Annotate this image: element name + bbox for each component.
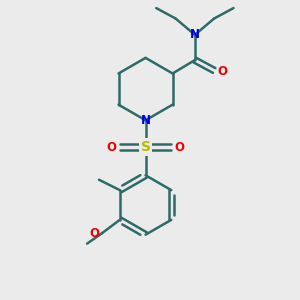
Text: O: O bbox=[106, 140, 116, 154]
Text: O: O bbox=[218, 65, 228, 79]
Text: N: N bbox=[190, 28, 200, 41]
Text: O: O bbox=[175, 140, 185, 154]
Text: S: S bbox=[140, 140, 151, 154]
Text: O: O bbox=[89, 227, 99, 240]
Text: N: N bbox=[140, 114, 151, 127]
